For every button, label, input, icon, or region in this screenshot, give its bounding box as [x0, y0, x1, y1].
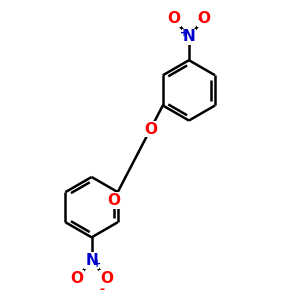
Text: -: -: [100, 283, 105, 296]
Text: O: O: [70, 271, 83, 286]
Text: O: O: [167, 11, 180, 26]
Text: N: N: [183, 29, 195, 44]
Text: O: O: [100, 271, 113, 286]
Text: +: +: [180, 28, 188, 38]
Text: O: O: [107, 193, 120, 208]
Text: O: O: [197, 11, 210, 26]
Text: +: +: [93, 259, 101, 269]
Text: -: -: [197, 13, 202, 26]
Text: O: O: [144, 122, 157, 137]
Text: N: N: [85, 253, 98, 268]
